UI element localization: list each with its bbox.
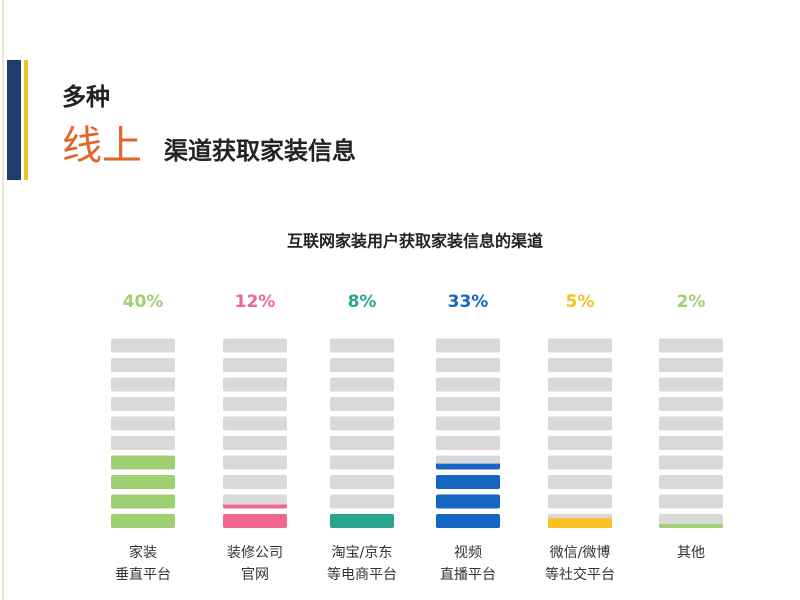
bar-column [548,338,612,528]
bar-slot [330,397,394,411]
bar-slot [659,416,723,431]
x-tick-label: 官网 [241,567,269,583]
bar-slot [223,436,287,450]
bar-slot [111,436,175,450]
x-tick-label: 微信/微博 [550,544,611,561]
bar [659,524,723,528]
bar-column [330,338,394,528]
x-tick-label: 视频 [454,545,482,561]
bar-slot [330,416,394,431]
bar-slot [330,338,394,353]
bar-slot [659,436,723,450]
bar-slot [223,358,287,372]
bar-slot [330,475,394,489]
bar-slot [330,436,394,450]
x-tick-label: 装修公司 [227,545,283,561]
x-tick-label: 淘宝/京东 [332,545,393,561]
accent-blue [7,60,21,180]
value-label: 5% [566,292,595,312]
bar-slot [111,397,175,411]
bar-slot [111,377,175,392]
x-tick-label: 等社交平台 [545,566,615,583]
bar-slot [330,358,394,372]
value-label: 8% [348,292,377,312]
bar-slot [111,338,175,353]
bar-column [111,338,175,528]
bar-slot [223,475,287,489]
value-label: 40% [123,292,164,312]
value-label: 2% [677,292,706,312]
x-tick-label: 家装 [129,544,157,561]
value-label: 12% [235,292,276,312]
x-tick-label: 其他 [677,545,705,561]
bar-slot [548,358,612,372]
bar-slot [548,377,612,392]
bar-slot [223,416,287,431]
bar-column [436,338,500,528]
bar-slot [548,475,612,489]
bar-slot [436,338,500,353]
bar-slot [330,455,394,470]
bar-slot [436,377,500,392]
bar [330,512,394,528]
value-label: 33% [448,292,489,312]
bar-slot [659,358,723,372]
bar-slot [659,475,723,489]
bar-slot [436,416,500,431]
x-tick-label: 垂直平台 [115,566,171,583]
bar-slot [659,494,723,509]
bar-slot [223,338,287,353]
bar-slot [111,416,175,431]
bar-slot [223,397,287,411]
bar-slot [659,338,723,353]
bar-slot [548,455,612,470]
bar [548,518,612,528]
bar [436,463,500,528]
bar-slot [330,377,394,392]
left-edge [2,0,4,600]
header-highlight: 线上 [62,123,142,169]
bar-slot [436,436,500,450]
x-tick-label: 直播平台 [440,566,496,583]
bar [223,504,287,528]
bar-slot [548,436,612,450]
bar-column [659,338,723,528]
bar-column [223,338,287,528]
bar-slot [111,358,175,372]
bar-slot [659,455,723,470]
chart-title: 互联网家装用户获取家装信息的渠道 [287,232,543,251]
bar-slot [659,397,723,411]
bar-slot [330,494,394,509]
accent-yellow [24,60,28,180]
bar-slot [436,358,500,372]
bar-slot [223,377,287,392]
header-rest: 渠道获取家装信息 [164,137,356,165]
x-tick-label: 等电商平台 [327,566,397,583]
bar-slot [548,397,612,411]
bar [111,450,175,528]
bar-slot [548,494,612,509]
bar-slot [659,377,723,392]
bar-slot [548,416,612,431]
bar-slot [223,455,287,470]
header-line1: 多种 [62,83,110,111]
bar-slot [548,338,612,353]
bar-slot [436,397,500,411]
